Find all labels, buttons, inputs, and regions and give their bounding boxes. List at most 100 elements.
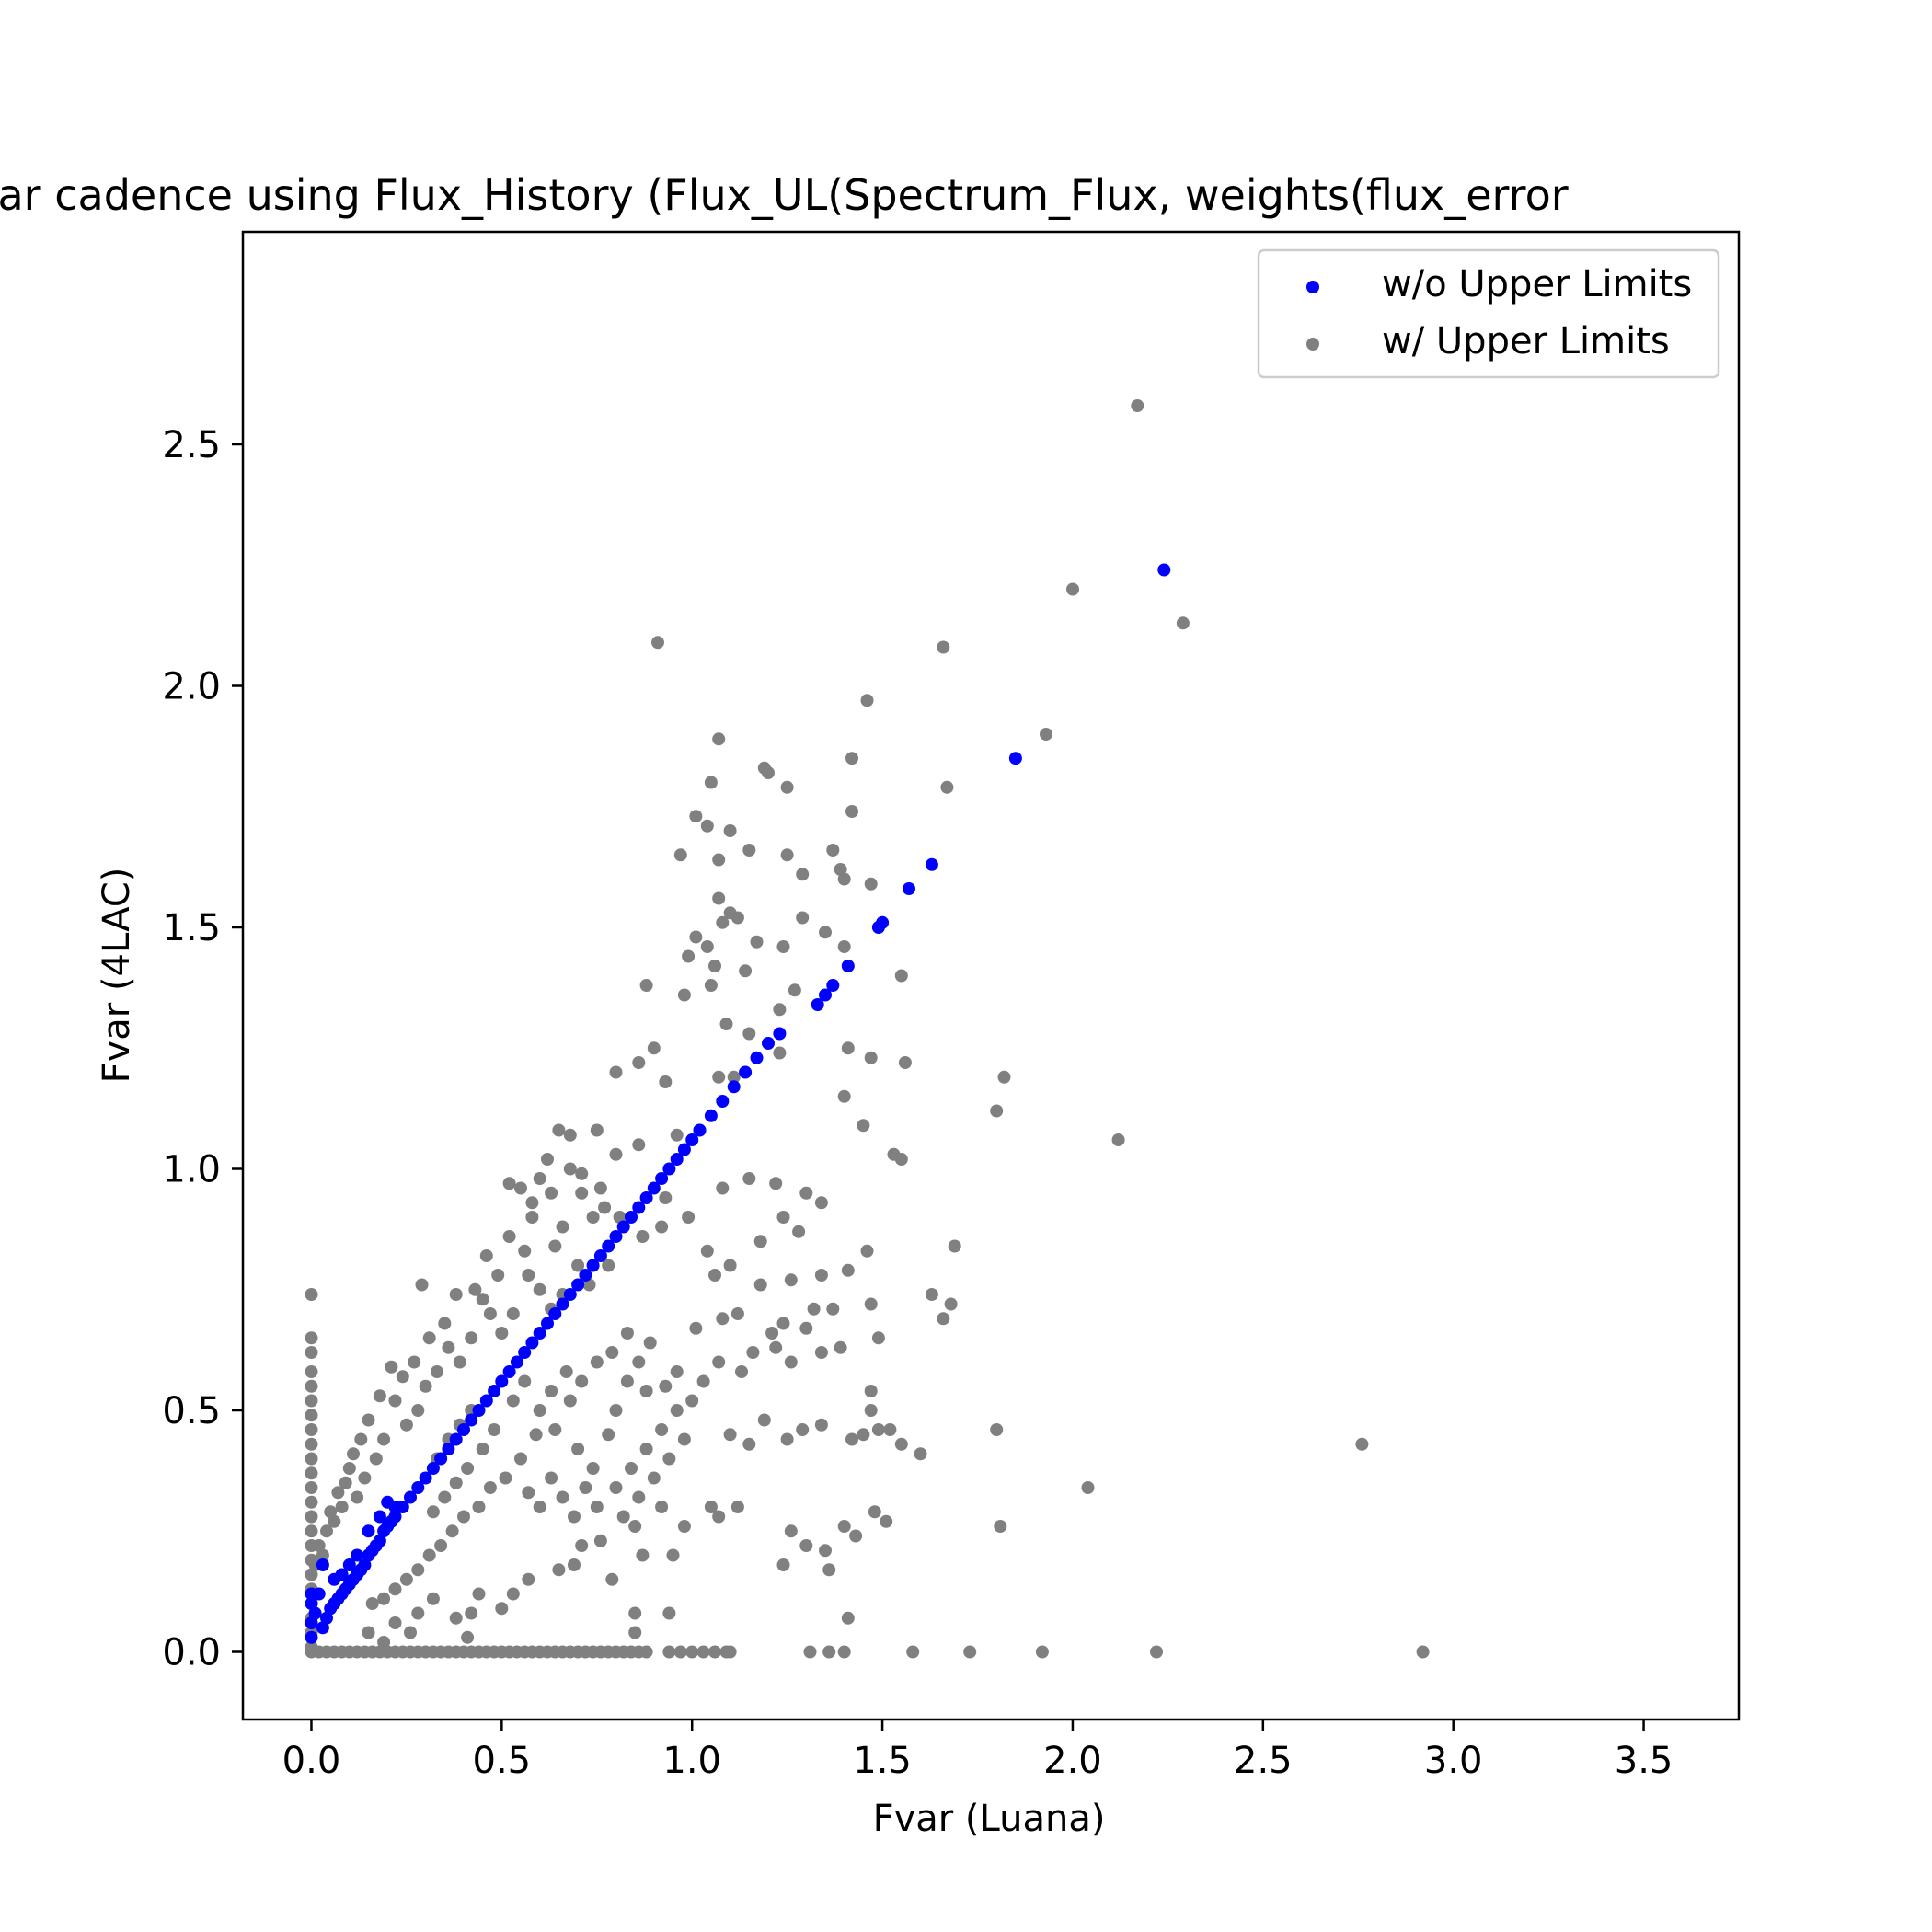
data-point-wo-upper-limits xyxy=(903,882,915,895)
data-point-w-upper-limits xyxy=(730,1501,744,1513)
data-point-wo-upper-limits xyxy=(342,1558,356,1571)
data-point-w-upper-limits xyxy=(479,1249,493,1262)
data-point-wo-upper-limits xyxy=(351,1548,364,1562)
data-point-w-upper-limits xyxy=(422,1548,436,1562)
data-point-wo-upper-limits xyxy=(488,1385,501,1397)
data-point-wo-upper-limits xyxy=(541,1317,554,1330)
data-point-w-upper-limits xyxy=(373,1389,386,1403)
data-point-w-upper-limits xyxy=(472,1501,486,1513)
data-point-w-upper-limits xyxy=(1416,1645,1430,1659)
data-point-wo-upper-limits xyxy=(579,1269,592,1282)
data-point-wo-upper-limits xyxy=(404,1490,417,1504)
data-point-wo-upper-limits xyxy=(434,1452,448,1466)
data-point-wo-upper-limits xyxy=(727,1080,741,1094)
data-point-wo-upper-limits xyxy=(556,1297,569,1311)
data-point-w-upper-limits xyxy=(545,1385,558,1397)
data-point-wo-upper-limits xyxy=(826,979,840,992)
data-point-w-upper-limits xyxy=(362,1626,375,1639)
data-point-w-upper-limits xyxy=(689,1321,703,1335)
data-point-w-upper-limits xyxy=(769,1340,783,1354)
data-point-w-upper-limits xyxy=(351,1490,364,1504)
data-point-w-upper-limits xyxy=(522,1486,535,1500)
data-point-w-upper-limits xyxy=(700,1244,714,1258)
data-point-wo-upper-limits xyxy=(693,1123,707,1137)
data-point-w-upper-limits xyxy=(625,1462,638,1475)
data-point-w-upper-limits xyxy=(742,1172,756,1185)
data-point-w-upper-limits xyxy=(773,1003,787,1017)
legend-box xyxy=(1257,248,1720,379)
data-point-w-upper-limits xyxy=(449,1476,463,1489)
data-point-w-upper-limits xyxy=(305,1379,318,1393)
data-point-w-upper-limits xyxy=(632,1490,646,1504)
data-point-w-upper-limits xyxy=(609,1481,623,1494)
data-point-wo-upper-limits xyxy=(685,1133,699,1146)
data-point-w-upper-limits xyxy=(579,1481,592,1494)
data-point-w-upper-limits xyxy=(659,1191,673,1204)
data-point-w-upper-limits xyxy=(415,1278,429,1292)
data-point-w-upper-limits xyxy=(609,1065,623,1079)
data-point-w-upper-limits xyxy=(712,853,726,867)
data-point-wo-upper-limits xyxy=(616,1220,630,1234)
data-point-w-upper-limits xyxy=(799,1321,813,1335)
data-point-w-upper-limits xyxy=(765,1327,779,1340)
data-point-w-upper-limits xyxy=(328,1514,341,1528)
data-point-w-upper-limits xyxy=(673,1645,687,1659)
data-point-w-upper-limits xyxy=(324,1505,338,1519)
data-point-w-upper-limits xyxy=(723,1428,737,1442)
y-tick-label: 2.5 xyxy=(162,424,221,466)
data-point-w-upper-limits xyxy=(590,1355,604,1369)
data-point-w-upper-limits xyxy=(753,1235,767,1248)
data-point-w-upper-limits xyxy=(457,1510,470,1524)
data-point-wo-upper-limits xyxy=(655,1172,669,1185)
data-point-w-upper-limits xyxy=(305,1466,318,1480)
data-point-w-upper-limits xyxy=(670,1128,684,1142)
data-point-w-upper-limits xyxy=(639,1645,653,1659)
data-point-w-upper-limits xyxy=(449,1611,463,1625)
data-point-w-upper-limits xyxy=(826,844,840,857)
data-point-wo-upper-limits xyxy=(625,1211,638,1224)
data-point-wo-upper-limits xyxy=(335,1568,349,1581)
data-point-w-upper-limits xyxy=(990,1423,1004,1436)
data-point-w-upper-limits xyxy=(465,1606,478,1620)
data-point-w-upper-limits xyxy=(742,1437,756,1451)
data-point-w-upper-limits xyxy=(605,1346,619,1359)
data-point-w-upper-limits xyxy=(495,1602,509,1616)
data-point-w-upper-limits xyxy=(305,1409,318,1422)
data-point-w-upper-limits xyxy=(556,1490,569,1504)
data-point-w-upper-limits xyxy=(845,1432,858,1446)
data-point-w-upper-limits xyxy=(757,1413,771,1427)
data-point-w-upper-limits xyxy=(814,1196,828,1210)
data-point-w-upper-limits xyxy=(305,1394,318,1408)
data-point-w-upper-limits xyxy=(442,1340,455,1354)
data-point-w-upper-limits xyxy=(632,1355,646,1369)
data-point-w-upper-limits xyxy=(739,964,753,978)
data-point-w-upper-limits xyxy=(814,1346,828,1359)
data-point-w-upper-limits xyxy=(837,1645,851,1659)
data-point-w-upper-limits xyxy=(682,1211,696,1224)
data-point-w-upper-limits xyxy=(780,780,794,794)
data-point-w-upper-limits xyxy=(593,1181,607,1195)
data-point-w-upper-limits xyxy=(399,1418,413,1432)
data-point-w-upper-limits xyxy=(628,1520,642,1533)
data-point-w-upper-limits xyxy=(814,1269,828,1282)
x-axis-label: Fvar (Luana) xyxy=(873,1798,1106,1840)
data-point-w-upper-limits xyxy=(776,940,790,953)
data-point-w-upper-limits xyxy=(377,1636,391,1649)
data-point-wo-upper-limits xyxy=(308,1606,322,1620)
data-point-w-upper-limits xyxy=(670,1365,684,1378)
data-point-w-upper-limits xyxy=(716,1181,730,1195)
data-point-w-upper-limits xyxy=(598,1201,612,1214)
data-point-w-upper-limits xyxy=(700,940,714,953)
data-point-wo-upper-limits xyxy=(419,1471,432,1485)
data-point-w-upper-limits xyxy=(685,1394,699,1408)
data-point-w-upper-limits xyxy=(575,1374,589,1388)
data-point-w-upper-limits xyxy=(1040,728,1052,741)
data-point-wo-upper-limits xyxy=(773,1027,787,1041)
data-point-w-upper-limits xyxy=(563,1128,577,1142)
data-point-w-upper-limits xyxy=(723,906,737,920)
data-point-w-upper-limits xyxy=(799,1186,813,1200)
data-point-w-upper-limits xyxy=(620,1327,634,1340)
data-point-w-upper-limits xyxy=(1150,1645,1163,1659)
data-point-w-upper-limits xyxy=(682,949,696,963)
